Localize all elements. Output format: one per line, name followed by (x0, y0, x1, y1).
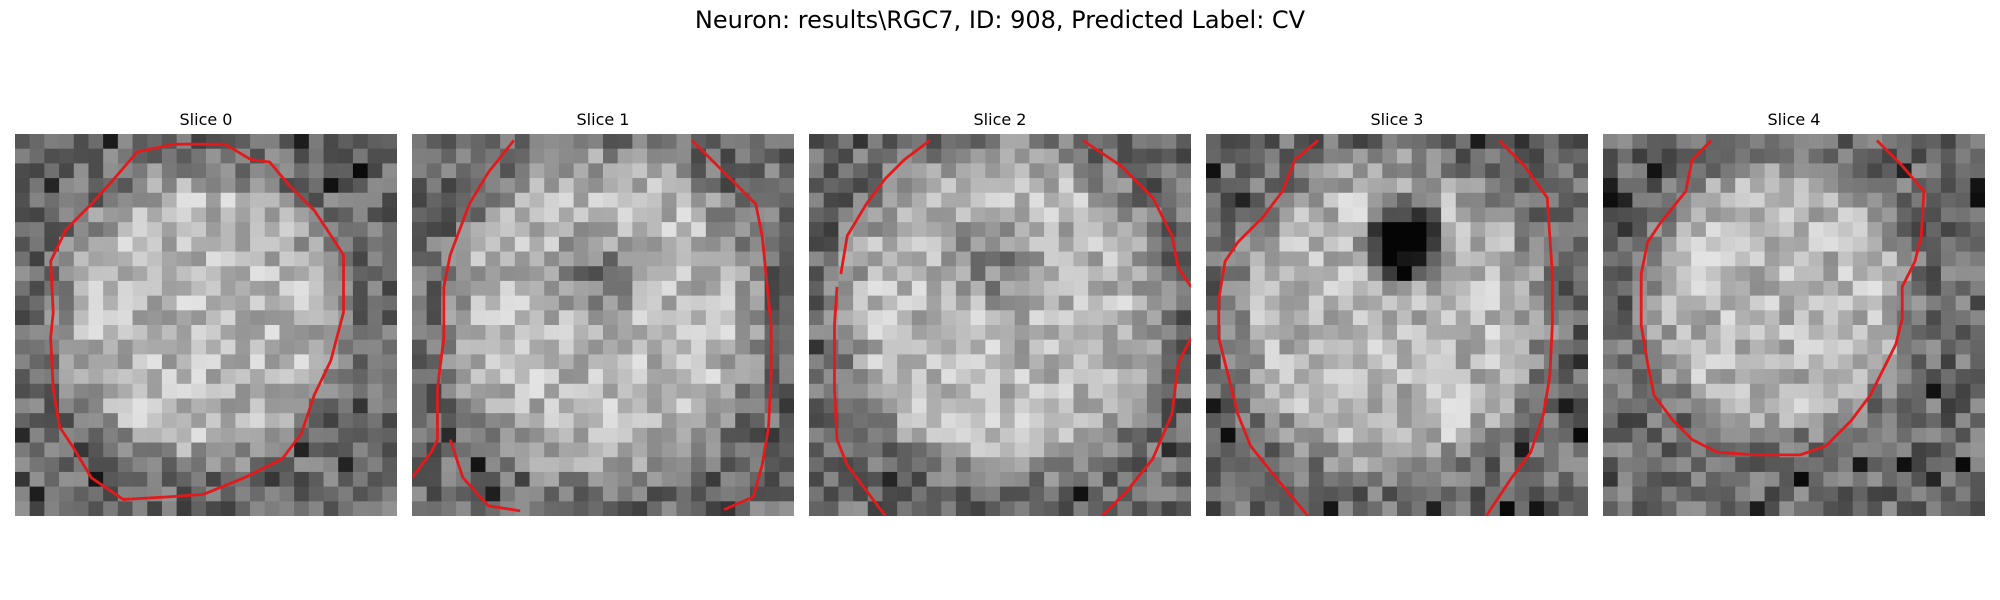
segmentation-contour (1081, 139, 1191, 288)
contour-group (412, 139, 773, 513)
slice-title: Slice 1 (576, 110, 630, 129)
segmentation-contour (1639, 139, 1926, 457)
slice-title: Slice 0 (179, 110, 233, 129)
slice-image (1603, 134, 1985, 516)
slice-title: Slice 2 (973, 110, 1027, 129)
segmentation-contour (1100, 337, 1191, 516)
segmentation-contour (833, 286, 887, 516)
segmentation-contour (839, 139, 931, 275)
slice-panel-2: Slice 2 (809, 110, 1191, 524)
slice-image-canvas (15, 134, 397, 516)
slice-image (412, 134, 794, 516)
contour-group (1217, 139, 1554, 516)
slice-title: Slice 3 (1370, 110, 1424, 129)
slice-image (1206, 134, 1588, 516)
slice-title: Slice 4 (1767, 110, 1821, 129)
slice-panel-1: Slice 1 (412, 110, 794, 524)
slice-panel-3: Slice 3 (1206, 110, 1588, 524)
slice-image (15, 134, 397, 516)
segmentation-contour (691, 139, 773, 511)
segmentation-contour (448, 439, 521, 513)
segmentation-contour (49, 142, 345, 501)
slice-panel-4: Slice 4 (1603, 110, 1985, 524)
figure-title: Neuron: results\RGC7, ID: 908, Predicted… (694, 6, 1306, 34)
slice-image-canvas (809, 134, 1191, 516)
slice-image-canvas (412, 134, 794, 516)
contour-group (833, 139, 1191, 516)
slice-image-canvas (1206, 134, 1588, 516)
slice-image-canvas (1603, 134, 1985, 516)
segmentation-contour (1484, 139, 1554, 516)
segmentation-contour (412, 139, 515, 479)
contour-group (49, 142, 345, 501)
segmentation-contour (1217, 139, 1319, 516)
slice-image (809, 134, 1191, 516)
slice-panel-0: Slice 0 (15, 110, 397, 524)
contour-group (1639, 139, 1926, 457)
